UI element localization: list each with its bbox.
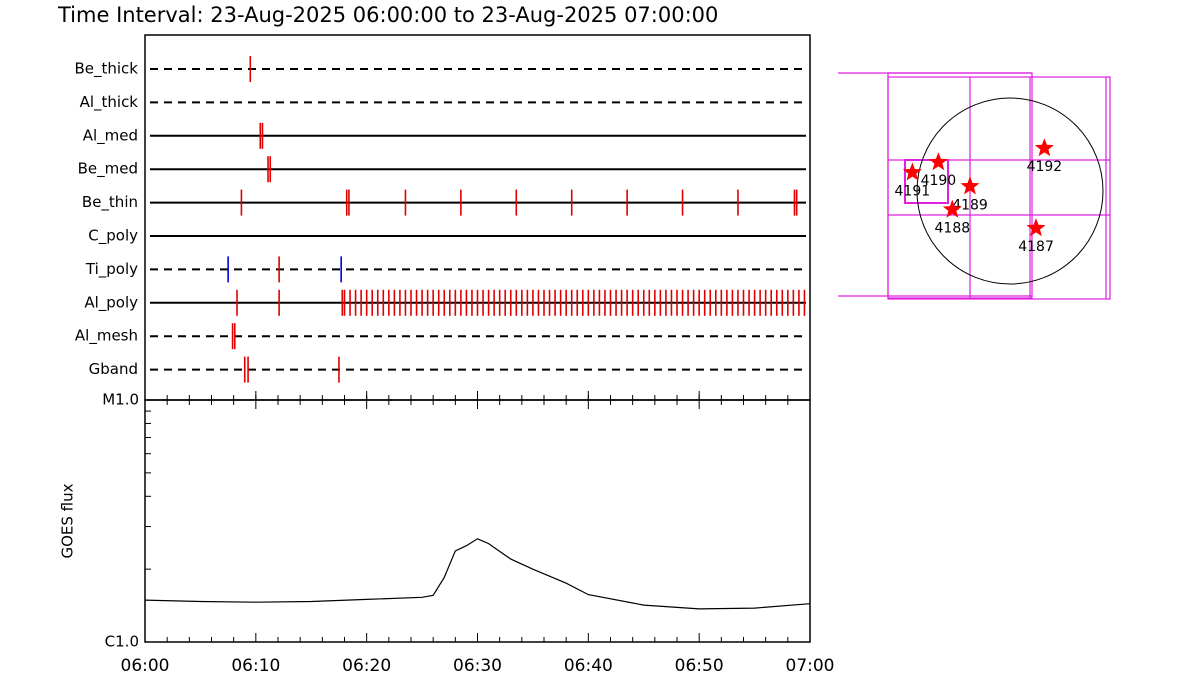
- solar-disk: [916, 97, 1104, 285]
- x-tick-label: 06:30: [453, 656, 502, 676]
- region-star: [1026, 218, 1046, 237]
- filter-label: Be_thin: [82, 193, 138, 212]
- x-tick-label: 06:00: [121, 656, 170, 676]
- region-star: [902, 162, 922, 181]
- filter-label: Ti_poly: [85, 260, 138, 279]
- y-tick-label: C1.0: [105, 633, 139, 651]
- region-label: 4188: [935, 221, 971, 237]
- goes-frame: [144, 399, 811, 643]
- x-tick-label: 06:10: [231, 656, 280, 676]
- filter-label: Al_mesh: [75, 327, 138, 346]
- region-label: 4187: [1018, 239, 1054, 255]
- region-star: [1034, 138, 1054, 157]
- filter-label: Gband: [89, 360, 138, 378]
- filter-label: Be_thick: [74, 60, 138, 79]
- region-label: 4190: [921, 173, 957, 189]
- filter-label: Al_med: [83, 126, 138, 145]
- x-tick-label: 06:50: [675, 656, 724, 676]
- region-star: [942, 199, 962, 218]
- y-axis-label: GOES flux: [59, 483, 77, 558]
- region-label: 4189: [952, 197, 988, 213]
- filter-label: C_poly: [88, 227, 138, 246]
- filter-label: Be_med: [78, 160, 138, 179]
- region-star: [960, 176, 980, 195]
- y-tick-label: M1.0: [102, 391, 139, 409]
- timeline-frame: [144, 34, 811, 401]
- region-star: [928, 152, 948, 171]
- region-label: 4192: [1027, 159, 1063, 175]
- x-tick-label: 06:20: [342, 656, 391, 676]
- goes-curve: [144, 538, 811, 610]
- x-tick-label: 07:00: [786, 656, 835, 676]
- x-tick-label: 06:40: [564, 656, 613, 676]
- chart-title: Time Interval: 23-Aug-2025 06:00:00 to 2…: [57, 3, 718, 27]
- region-label: 4191: [895, 183, 931, 199]
- filter-label: Al_thick: [80, 93, 139, 112]
- filter-label: Al_poly: [84, 293, 138, 312]
